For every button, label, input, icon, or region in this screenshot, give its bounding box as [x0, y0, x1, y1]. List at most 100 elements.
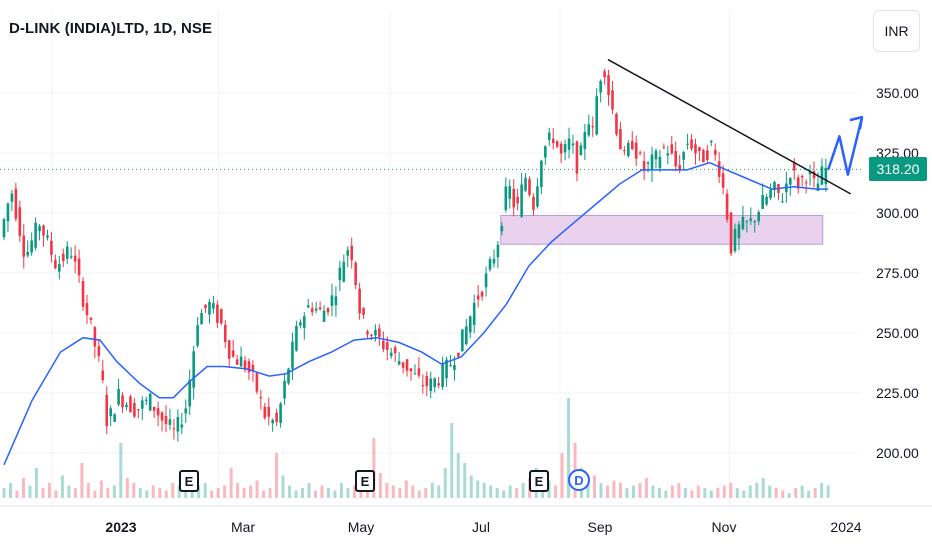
- symbol-title: D-LINK (INDIA)LTD, 1D, NSE: [9, 20, 213, 37]
- earnings-badge[interactable]: E: [179, 470, 199, 492]
- price-tick-label: 250.00: [876, 324, 919, 341]
- volume-bar: [73, 488, 77, 498]
- earnings-badge[interactable]: E: [529, 470, 549, 492]
- volume-bar: [482, 483, 486, 498]
- candle-body: [670, 144, 674, 154]
- volume-bar: [670, 485, 674, 498]
- volume-bar: [813, 488, 817, 498]
- candle-body: [528, 179, 531, 195]
- volume-bar: [742, 490, 746, 498]
- candle-body: [465, 326, 468, 345]
- volume-bar: [826, 485, 830, 498]
- volume-bar: [106, 488, 110, 498]
- volume-bar: [34, 468, 38, 498]
- candle-body: [484, 273, 488, 288]
- candle-body: [10, 193, 14, 202]
- candle-body: [192, 351, 195, 388]
- candle-body: [800, 176, 804, 178]
- time-tick-label: 2024: [830, 519, 862, 535]
- volume-bar: [158, 488, 162, 498]
- candle-body: [393, 347, 397, 354]
- volume-bar: [638, 483, 642, 498]
- candle-body: [358, 288, 361, 314]
- candle-body: [156, 408, 160, 416]
- volume-bar: [229, 468, 233, 498]
- candle-body: [804, 182, 808, 184]
- volume-bar: [378, 473, 382, 498]
- volume-bar: [774, 488, 778, 498]
- candle-body: [555, 141, 559, 147]
- candle-body: [271, 419, 274, 424]
- volume-bar: [424, 488, 428, 498]
- candle-body: [654, 150, 658, 160]
- time-tick-label: Mar: [230, 519, 256, 535]
- candle-body: [698, 147, 701, 151]
- volume-bar: [112, 485, 116, 498]
- candles: [2, 68, 828, 442]
- candle-body: [662, 146, 666, 148]
- candle-body: [504, 186, 508, 211]
- volume-bar: [521, 483, 525, 498]
- projection-arrow-line: [826, 116, 864, 176]
- candle-body: [401, 362, 405, 368]
- candle-body: [563, 144, 567, 153]
- candle-body: [646, 162, 650, 164]
- moving-average: [3, 161, 829, 466]
- volume-bar: [28, 485, 32, 498]
- volume-bar: [301, 488, 305, 498]
- price-tick-label: 275.00: [876, 265, 919, 281]
- volume-bar: [268, 488, 272, 498]
- time-tick-label: Nov: [711, 519, 737, 535]
- candle-body: [291, 341, 294, 369]
- time-tick-label: 2023: [105, 519, 137, 535]
- candle-body: [753, 221, 757, 223]
- candle-body: [816, 183, 820, 191]
- volume-bar: [651, 485, 655, 498]
- candle-body: [30, 240, 33, 253]
- candle-body: [792, 162, 796, 171]
- volume-bar: [567, 398, 571, 498]
- candle-body: [500, 225, 504, 232]
- volume-bar: [197, 485, 201, 498]
- candle-body: [623, 150, 626, 152]
- candle-body: [476, 295, 480, 300]
- candle-body: [200, 312, 203, 325]
- volume-bar: [339, 483, 343, 498]
- currency-button[interactable]: INR: [873, 10, 920, 52]
- candle-body: [231, 350, 235, 357]
- volume-bar: [86, 483, 90, 498]
- volume-bar: [333, 490, 337, 498]
- volume-bar: [612, 480, 616, 498]
- volume-bar: [352, 485, 356, 498]
- candle-body: [595, 96, 598, 135]
- candle-body: [544, 146, 547, 158]
- volume-bar: [554, 485, 558, 498]
- dividend-badge[interactable]: D: [568, 469, 590, 491]
- volume-bar: [761, 478, 765, 498]
- volume-bar: [735, 488, 739, 498]
- candle-body: [251, 364, 255, 371]
- volume-bar: [599, 483, 603, 498]
- candle-body: [619, 129, 622, 150]
- earnings-badge[interactable]: E: [355, 470, 375, 492]
- volume-bar: [346, 488, 350, 498]
- candle-body: [184, 408, 188, 414]
- candle-body: [287, 368, 290, 384]
- price-tick-label: 225.00: [876, 384, 919, 401]
- candle-body: [247, 361, 251, 373]
- time-tick-label: Sep: [587, 519, 613, 535]
- candle-body: [81, 281, 85, 307]
- candle-body: [385, 342, 389, 350]
- volume-bar: [294, 490, 298, 498]
- candle-body: [733, 228, 737, 251]
- candle-body: [413, 373, 417, 375]
- trendline: [607, 58, 852, 195]
- candle-body: [437, 383, 440, 386]
- candle-body: [729, 212, 733, 254]
- candle-body: [125, 404, 128, 408]
- candle-body: [449, 365, 452, 367]
- projection-arrowhead: [849, 115, 864, 130]
- volume-bar: [177, 485, 181, 498]
- volume-bar: [138, 488, 142, 498]
